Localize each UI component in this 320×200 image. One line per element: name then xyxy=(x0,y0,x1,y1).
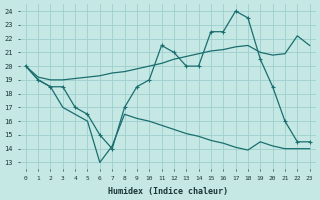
X-axis label: Humidex (Indice chaleur): Humidex (Indice chaleur) xyxy=(108,187,228,196)
